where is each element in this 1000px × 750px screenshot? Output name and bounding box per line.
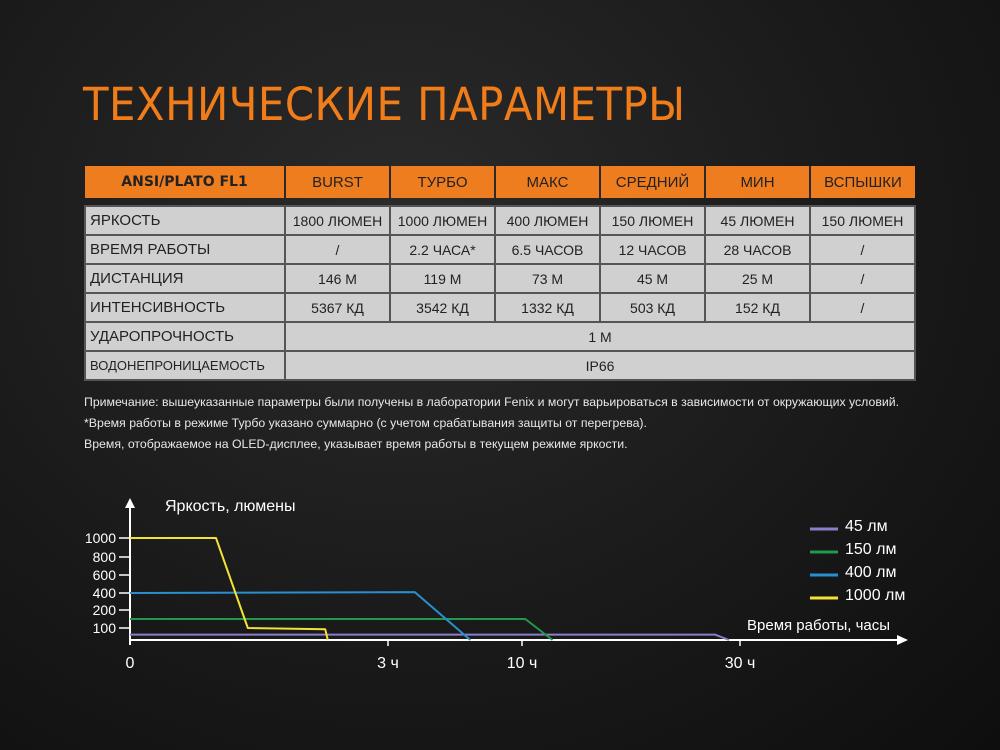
value-cell: 28 ЧАСОВ <box>704 234 811 265</box>
header-cell: BURST <box>284 166 390 198</box>
y-tick-label: 1000 <box>85 530 116 546</box>
legend-label: 400 лм <box>845 564 897 581</box>
table-header-row: ANSI/PLATO FL1 BURST ТУРБО МАКС СРЕДНИЙ … <box>85 166 915 198</box>
merged-cell: 1 М <box>284 321 916 352</box>
table-row: ВРЕМЯ РАБОТЫ/2.2 ЧАСА* 6.5 ЧАСОВ 12 ЧАСОВ 2… <box>84 234 916 265</box>
row-label: ВОДОНЕПРОНИЦАЕМОСТЬ <box>84 350 286 381</box>
y-tick-label: 100 <box>93 620 117 636</box>
header-cell: ТУРБО <box>389 166 495 198</box>
row-label: ВРЕМЯ РАБОТЫ <box>84 234 286 265</box>
value-cell: 45 ЛЮМЕН <box>704 205 811 236</box>
value-cell: / <box>284 234 391 265</box>
value-cell: 152 КД <box>704 292 811 323</box>
value-cell: / <box>809 292 916 323</box>
specs-table: ANSI/PLATO FL1 BURST ТУРБО МАКС СРЕДНИЙ … <box>84 166 916 381</box>
y-axis-arrow <box>125 498 135 508</box>
series-line <box>129 591 471 641</box>
y-tick-label: 800 <box>93 549 117 565</box>
value-cell: 2.2 ЧАСА* <box>389 234 496 265</box>
y-tick-label: 600 <box>93 567 117 583</box>
series-line <box>130 537 329 641</box>
value-cell: 12 ЧАСОВ <box>599 234 706 265</box>
y-tick-label: 200 <box>93 602 117 618</box>
row-label: УДАРОПРОЧНОСТЬ <box>84 321 286 352</box>
row-label: ИНТЕНСИВНОСТЬ <box>84 292 286 323</box>
note-text: Время, отображаемое на OLED-дисплее, ука… <box>84 437 628 451</box>
note-text: *Время работы в режиме Турбо указано сум… <box>84 416 647 430</box>
value-cell: 73 М <box>494 263 601 294</box>
header-cell: ВСПЫШКИ <box>809 166 915 198</box>
value-cell: / <box>809 263 916 294</box>
value-cell: 3542 КД <box>389 292 496 323</box>
value-cell: / <box>809 234 916 265</box>
value-cell: 25 М <box>704 263 811 294</box>
x-axis-label: Время работы, часы <box>747 617 890 634</box>
row-label: ЯРКОСТЬ <box>84 205 286 236</box>
legend-label: 1000 лм <box>845 587 906 604</box>
x-tick-label: 30 ч <box>725 655 756 672</box>
value-cell: 146 М <box>284 263 391 294</box>
value-cell: 1000 ЛЮМЕН <box>389 205 496 236</box>
x-axis-arrow <box>897 635 908 645</box>
y-axis-label: Яркость, люмены <box>165 498 295 515</box>
series-line <box>130 618 554 641</box>
value-cell: 1332 КД <box>494 292 601 323</box>
x-tick-label: 10 ч <box>507 655 538 672</box>
legend-label: 45 лм <box>845 518 888 535</box>
value-cell: 1800 ЛЮМЕН <box>284 205 391 236</box>
header-cell: МАКС <box>494 166 600 198</box>
value-cell: 150 ЛЮМЕН <box>809 205 916 236</box>
table-row: ДИСТАНЦИЯ 146 М 119 М 73 М 45 М 25 М / <box>84 263 916 294</box>
value-cell: 45 М <box>599 263 706 294</box>
value-cell: 119 М <box>389 263 496 294</box>
x-tick-label: 3 ч <box>377 655 399 672</box>
table-row: ЯРКОСТЬ 1800 ЛЮМЕН 1000 ЛЮМЕН 400 ЛЮМЕН 150 … <box>84 205 916 236</box>
merged-cell: IP66 <box>284 350 916 381</box>
value-cell: 503 КД <box>599 292 706 323</box>
table-row: ИНТЕНСИВНОСТЬ 5367 КД 3542 КД 1332 КД 503 КД… <box>84 292 916 323</box>
row-label: ДИСТАНЦИЯ <box>84 263 286 294</box>
note-text: Примечание: вышеуказанные параметры были… <box>84 395 900 409</box>
series-line <box>130 633 730 641</box>
value-cell: 150 ЛЮМЕН <box>599 205 706 236</box>
y-tick-label: 400 <box>93 585 117 601</box>
header-cell: ANSI/PLATO FL1 <box>85 166 285 198</box>
value-cell: 6.5 ЧАСОВ <box>494 234 601 265</box>
value-cell: 5367 КД <box>284 292 391 323</box>
header-cell: СРЕДНИЙ <box>599 166 705 198</box>
table-row: УДАРОПРОЧНОСТЬ 1 М <box>84 321 916 352</box>
header-cell: МИН <box>704 166 810 198</box>
value-cell: 400 ЛЮМЕН <box>494 205 601 236</box>
notes: Примечание: вышеуказанные параметры были… <box>84 392 916 455</box>
page-title: ТЕХНИЧЕСКИЕ ПАРАМЕТРЫ <box>83 78 686 131</box>
legend-label: 150 лм <box>845 541 897 558</box>
table-row: ВОДОНЕПРОНИЦАЕМОСТЬ IP66 <box>84 350 916 381</box>
x-tick-label: 0 <box>126 655 135 672</box>
